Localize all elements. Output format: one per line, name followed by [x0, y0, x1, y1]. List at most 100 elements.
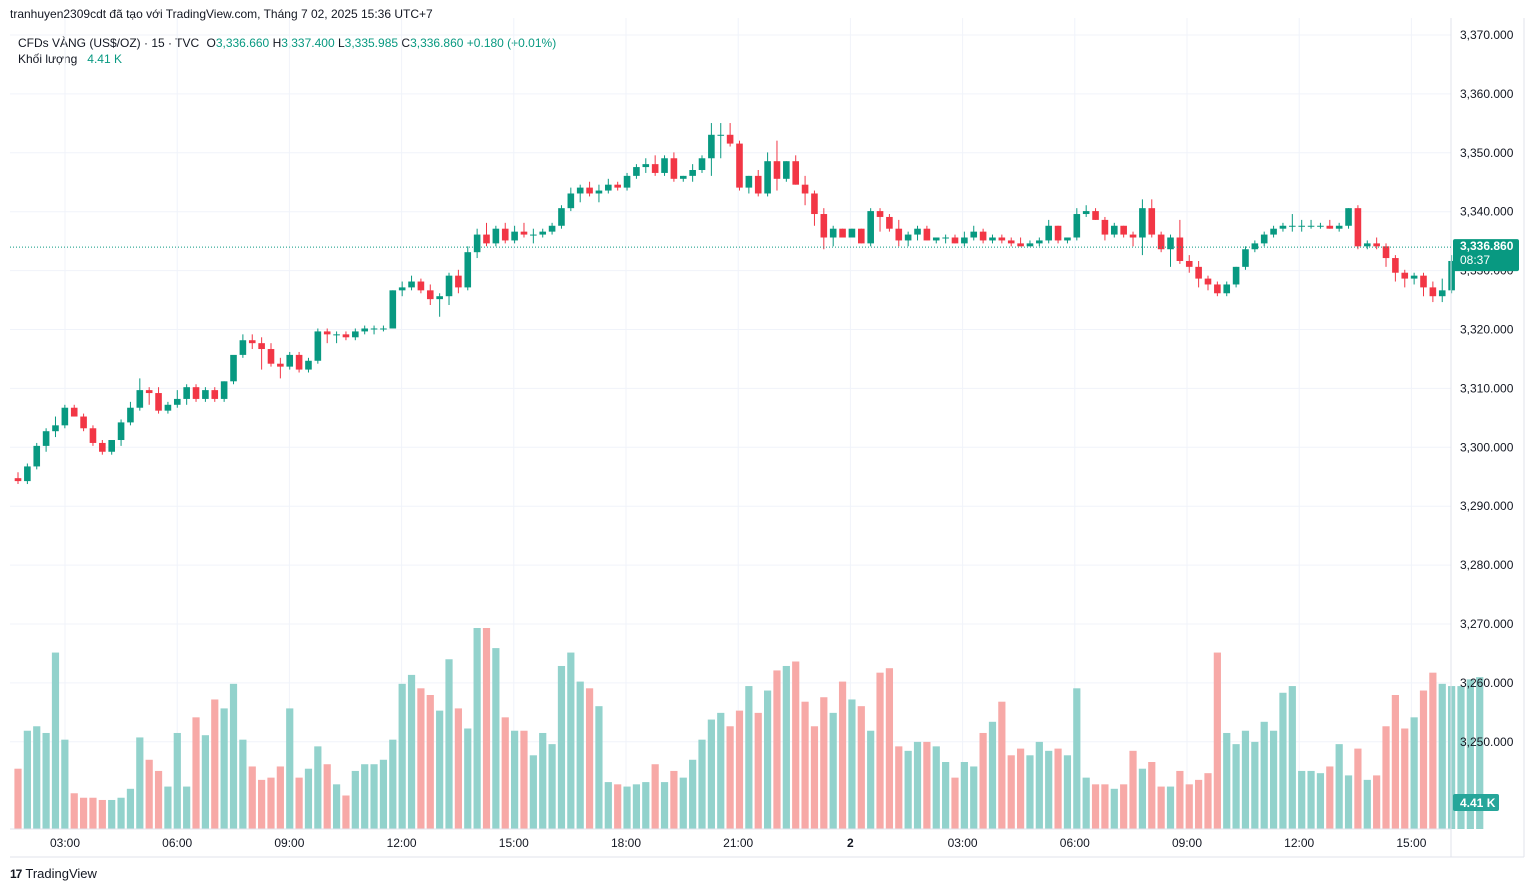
x-tick-label: 03:00 [50, 836, 80, 850]
volume-bar [585, 688, 594, 829]
volume-bar [1016, 748, 1025, 829]
price-axis[interactable]: 3,370.000 3,360.000 3,350.000 3,340.000 3,33… [1460, 28, 1514, 749]
candle-body [426, 290, 434, 300]
candle-body [1139, 208, 1146, 238]
candle-body [548, 225, 556, 232]
candle-body [445, 275, 453, 297]
tradingview-branding[interactable]: 17 TradingView [10, 866, 97, 881]
candle-body [286, 354, 294, 367]
x-tick-label: 09:00 [1172, 836, 1202, 850]
volume-bar [782, 665, 790, 829]
volume-bar [726, 726, 734, 829]
volume-bar [1026, 755, 1034, 829]
volume-bar [1166, 786, 1175, 829]
candle-body [839, 228, 846, 238]
volume-bar [679, 777, 687, 829]
candle-body [352, 331, 359, 338]
candle-body [1289, 225, 1296, 227]
candle-body [586, 187, 593, 194]
volume-bar [1476, 677, 1484, 829]
y-tick-label: 3,350.000 [1460, 146, 1514, 160]
candle-body [52, 425, 59, 432]
candle-body [277, 363, 284, 367]
volume-bar [445, 659, 453, 829]
volume-bar [857, 706, 865, 829]
volume-bar [548, 744, 556, 829]
volume-bar [1241, 730, 1250, 829]
candle-body [108, 440, 115, 452]
volume-bar [632, 784, 641, 829]
candle-body [1007, 240, 1015, 244]
volume-bar [407, 674, 416, 829]
ohlc-row: CFDs VÀNG (US$/OZ) · 15 · TVC O3,336.660… [18, 35, 556, 51]
candle-body [1335, 225, 1343, 229]
candle-body [14, 478, 22, 482]
candle-body [895, 228, 903, 241]
candle-body [698, 158, 706, 171]
volume-badge: 4.41 K [1453, 794, 1499, 811]
candle-body [220, 381, 228, 399]
x-tick-label: 06:00 [162, 836, 192, 850]
volume-bar [1269, 730, 1278, 829]
volume-bar [848, 699, 856, 829]
candle-body [1120, 225, 1127, 235]
volume-bar [1157, 786, 1165, 829]
volume-bar [754, 712, 762, 829]
candle-body [173, 398, 181, 405]
volume-bar [23, 730, 31, 829]
volume-bar [1448, 686, 1456, 829]
volume-bar [1129, 750, 1137, 829]
volume-bar [651, 764, 659, 829]
volume-bar [557, 665, 566, 829]
volume-bar [1054, 748, 1062, 829]
candle-body [989, 237, 996, 241]
volume-bar [1307, 770, 1315, 829]
candle-body [1242, 249, 1249, 267]
volume-label[interactable]: Khối lượng [18, 52, 78, 66]
volume-bar [89, 797, 97, 829]
candle-body [1223, 284, 1231, 294]
volume-bar [136, 737, 144, 829]
volume-bar [361, 764, 369, 829]
volume-bar [576, 681, 584, 829]
x-tick-label: 09:00 [274, 836, 304, 850]
volume-bar [351, 770, 359, 829]
volume-bar [1429, 672, 1437, 829]
volume-bar [529, 755, 537, 829]
x-tick-label: 06:00 [1060, 836, 1090, 850]
volume-bar [14, 768, 22, 829]
volume-bar [464, 728, 472, 829]
volume-bar [988, 721, 997, 829]
candle-body [595, 190, 603, 194]
candle-body [951, 237, 959, 244]
y-tick-label: 3,310.000 [1460, 381, 1514, 395]
candle-body [1129, 234, 1137, 238]
candle-body [605, 184, 612, 191]
candle-body [1298, 225, 1305, 227]
candle-body [1401, 272, 1409, 279]
candle-body [783, 161, 790, 179]
candle-body [370, 328, 378, 330]
time-axis[interactable]: 03:00 06:00 09:00 12:00 15:00 18:00 21:00 2 03:0… [50, 836, 1427, 850]
candle-body [323, 331, 331, 335]
volume-bar [183, 786, 191, 829]
candle-body [970, 231, 978, 238]
volume-bar [1148, 762, 1156, 829]
candle-body [455, 275, 462, 288]
candle-body [633, 167, 640, 176]
volume-bar [248, 766, 256, 829]
candle-body [558, 208, 565, 226]
volume-bar [913, 741, 922, 829]
candle-body [1073, 214, 1081, 238]
volume-bar [707, 719, 715, 829]
y-tick-label: 3,300.000 [1460, 440, 1514, 454]
volume-bar [51, 652, 60, 829]
candle-body [417, 281, 425, 291]
chart-legend: CFDs VÀNG (US$/OZ) · 15 · TVC O3,336.660… [18, 35, 556, 67]
y-tick-label: 3,290.000 [1460, 499, 1514, 513]
volume-bar [792, 661, 800, 829]
volume-bar [1213, 652, 1221, 829]
symbol-label[interactable]: CFDs VÀNG (US$/OZ) · 15 · TVC [18, 36, 200, 50]
volume-bar [42, 732, 50, 829]
